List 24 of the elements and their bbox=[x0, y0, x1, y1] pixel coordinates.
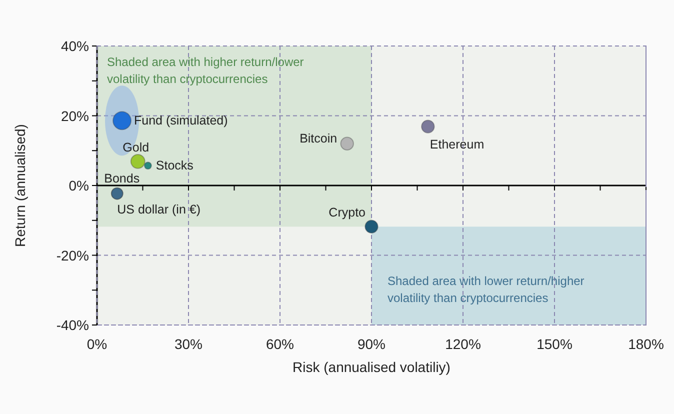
y-tick-label: 40% bbox=[60, 38, 89, 54]
band-label: Shaded area with higher return/lower volatility than cryptocurrencies bbox=[107, 55, 304, 86]
series-label: US dollar (in €) bbox=[117, 202, 201, 217]
y-tick-label: -20% bbox=[56, 247, 89, 264]
x-axis-title: Risk (annualised volatiliy) bbox=[292, 359, 450, 375]
series-label: Crypto bbox=[328, 206, 366, 220]
y-tick-label: 0% bbox=[68, 178, 89, 194]
y-tick-label: -40% bbox=[56, 317, 89, 333]
series-label: Stocks bbox=[156, 158, 194, 173]
series-label: Ethereum bbox=[430, 138, 484, 152]
x-tick-label: 60% bbox=[266, 336, 294, 352]
x-tick-label: 90% bbox=[357, 336, 386, 352]
series-label: Fund (simulated) bbox=[134, 114, 228, 128]
y-tick-label: 20% bbox=[60, 108, 89, 124]
x-tick-label: 120% bbox=[445, 336, 481, 352]
y-axis-title: Return (annualised) bbox=[12, 124, 28, 247]
x-tick-label: 0% bbox=[86, 336, 108, 352]
x-tick-label: 30% bbox=[174, 336, 203, 352]
series-label: Bitcoin bbox=[300, 132, 338, 146]
band-label: Shaded area with lower return/higher volatility than cryptocurrencies bbox=[388, 274, 584, 305]
x-tick-label: 180% bbox=[628, 336, 664, 352]
series-label: Gold bbox=[122, 140, 150, 154]
x-tick-label: 150% bbox=[536, 336, 572, 352]
series-label: Bonds bbox=[104, 172, 140, 186]
